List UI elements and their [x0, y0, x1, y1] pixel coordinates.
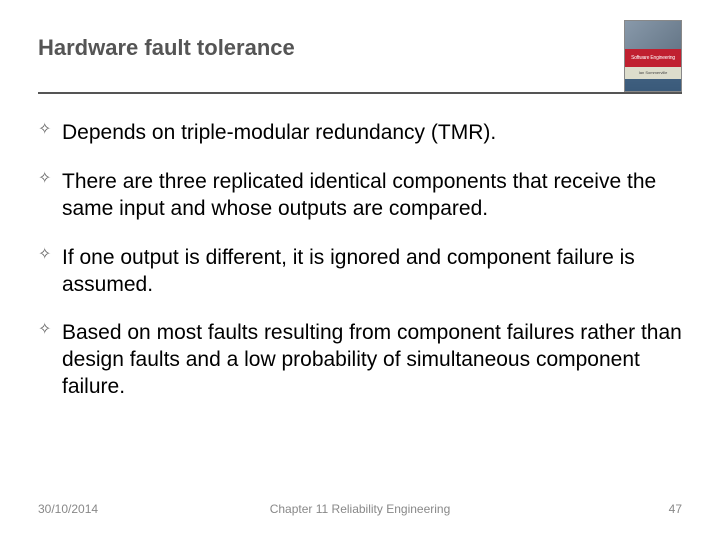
content-area: Depends on triple-modular redundancy (TM…	[38, 120, 682, 423]
footer: 30/10/2014 Chapter 11 Reliability Engine…	[38, 496, 682, 516]
footer-page-number: 47	[669, 502, 682, 516]
book-cover-author: Ian Sommerville	[625, 67, 681, 79]
bullet-item: Depends on triple-modular redundancy (TM…	[38, 120, 682, 147]
slide: Hardware fault tolerance Software Engine…	[0, 0, 720, 540]
book-cover-icon: Software Engineering Ian Sommerville	[624, 20, 682, 92]
bullet-item: Based on most faults resulting from comp…	[38, 320, 682, 401]
title-underline	[38, 92, 682, 94]
bullet-item: There are three replicated identical com…	[38, 169, 682, 223]
slide-title: Hardware fault tolerance	[38, 35, 295, 61]
book-cover-mid: Software Engineering	[625, 49, 681, 67]
bullet-item: If one output is different, it is ignore…	[38, 245, 682, 299]
book-cover-title: Software Engineering	[631, 55, 675, 61]
book-cover-top	[625, 21, 681, 49]
footer-chapter: Chapter 11 Reliability Engineering	[38, 502, 682, 516]
